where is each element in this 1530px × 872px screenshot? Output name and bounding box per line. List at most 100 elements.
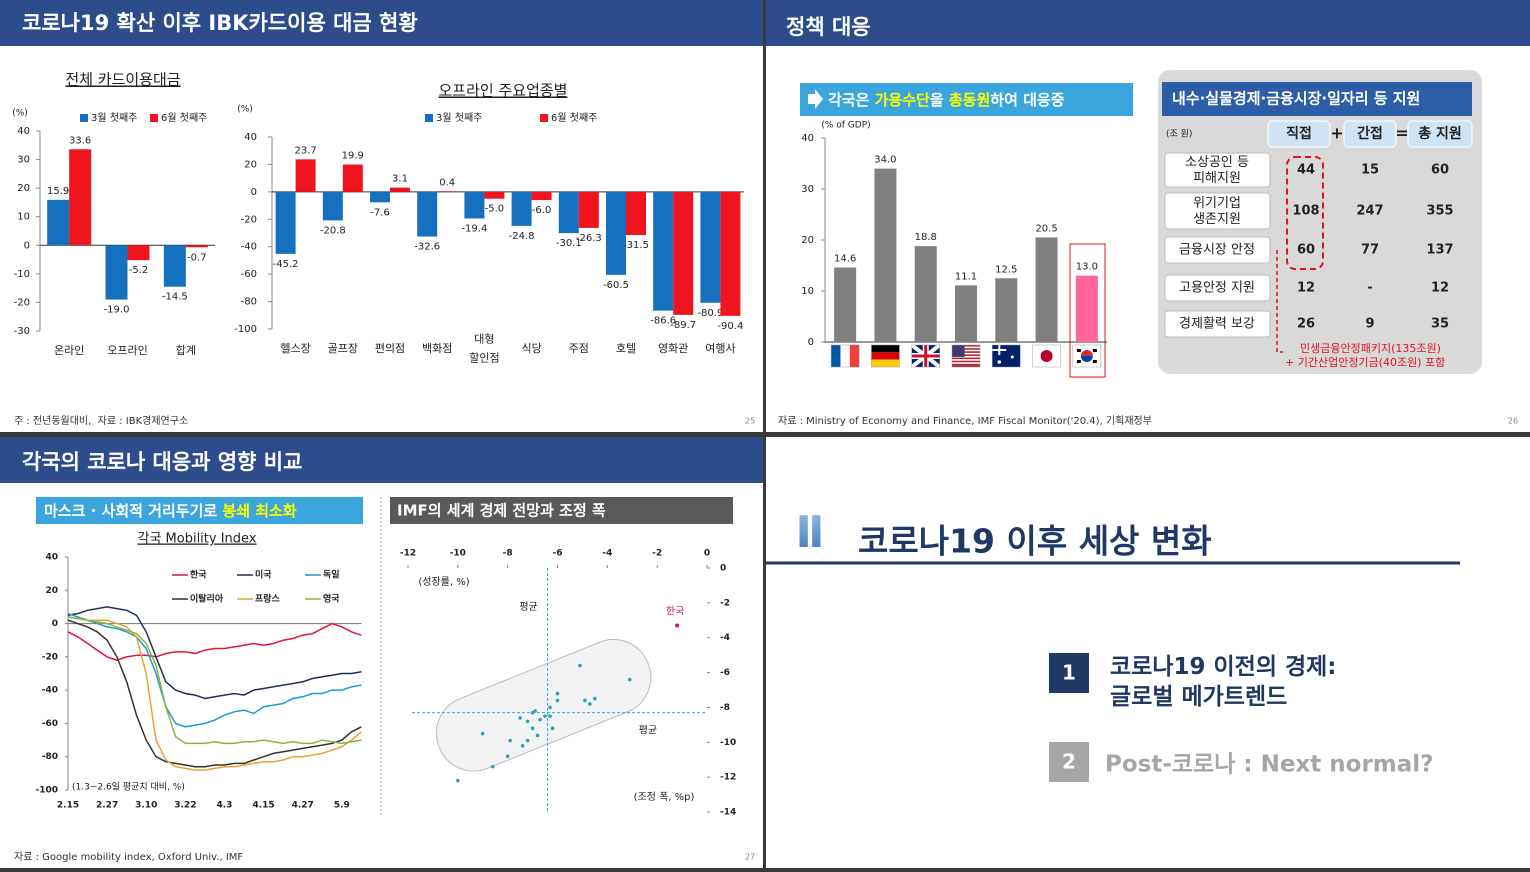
y-tick-label: 0 [808, 337, 814, 348]
y-tick-label: 0 [52, 619, 58, 629]
flag-part [1040, 350, 1053, 362]
value-label: 11.1 [955, 271, 977, 282]
x-tick-label: 합계 [176, 344, 196, 357]
value-label: 15.9 [47, 186, 69, 197]
flag-part [911, 354, 940, 358]
header-bar [0, 0, 763, 46]
x-tick-label: 헬스장 [280, 342, 310, 355]
y-tick-label: 20 [17, 183, 30, 194]
y-tick-label: 40 [17, 126, 30, 137]
banner [36, 497, 363, 524]
bar [390, 187, 410, 192]
x-tick-label: 0 [704, 549, 710, 559]
y-tick-label: -10 [14, 269, 30, 280]
y-tick-label: 30 [801, 184, 814, 195]
y-axis-label: (%) [237, 105, 253, 115]
bar [370, 191, 390, 203]
flag-part [871, 352, 900, 360]
footnote: 자료 : Google mobility index, Oxford Univ.… [14, 851, 243, 863]
bar [511, 191, 532, 226]
legend-swatch [80, 114, 88, 122]
value-label: -31.5 [623, 240, 649, 251]
item-box [1049, 742, 1089, 782]
cell: 12 [1297, 281, 1315, 296]
banner-text: IMF의 세계 경제 전망과 조정 폭 [397, 502, 606, 520]
flag-part [952, 360, 980, 363]
point [520, 743, 525, 748]
page-number: 25 [745, 417, 755, 426]
point [533, 709, 537, 713]
y-tick-label: -20 [241, 214, 257, 225]
point [543, 714, 547, 718]
y-axis-label: (성장률, %) [418, 576, 469, 588]
line [67, 616, 362, 771]
slide-title: 코로나19 확산 이후 IBK카드이용 대금 현황 [22, 11, 418, 35]
chart-title: 오프라인 주요업종별 [439, 82, 568, 100]
row-label-box [1164, 274, 1271, 302]
flag-border [911, 344, 940, 368]
value-label: -7.6 [370, 207, 390, 218]
flag-part [840, 345, 850, 367]
point-label: 한국 [666, 606, 684, 618]
x-tick-label: 2.27 [96, 801, 118, 811]
bar [185, 245, 208, 248]
bar [834, 267, 857, 342]
item-number: 1 [1062, 661, 1076, 685]
x-tick-label: 오프라인 [107, 344, 147, 357]
y-tick-label: -20 [42, 652, 58, 662]
flag-part [952, 354, 980, 356]
bar [673, 191, 694, 315]
line [67, 606, 362, 700]
value-label: -86.6 [650, 316, 676, 327]
point [490, 764, 495, 769]
legend-swatch [425, 114, 433, 122]
bar [322, 191, 343, 221]
cell: 44 [1297, 163, 1315, 178]
column-header: 총 지원 [1418, 126, 1462, 142]
flag-part [1080, 350, 1093, 356]
bar [163, 245, 186, 287]
slide-title: 각국의 코로나 대응과 영향 비교 [22, 450, 302, 474]
value-label: 23.7 [294, 145, 316, 156]
x-tick-label: 호텔 [616, 342, 636, 355]
value-label: 12.5 [995, 264, 1017, 275]
y-tick-label: 0 [24, 240, 30, 251]
flag-part [849, 345, 860, 367]
point [548, 714, 552, 718]
flag-border [1032, 344, 1061, 368]
point [548, 705, 552, 710]
table-title: 내수·실물경제·금융시장·일자리 등 지원 [1172, 90, 1420, 108]
value-label: 20.5 [1035, 223, 1057, 234]
banner-part: 마스크 · 사회적 거리두기로 [44, 502, 222, 520]
point [538, 717, 542, 722]
y-tick-label: -20 [14, 297, 30, 308]
header-cell [1343, 120, 1397, 148]
point [627, 677, 632, 682]
y-tick-label: -30 [14, 326, 30, 337]
line [67, 622, 362, 661]
legend-label: 프랑스 [255, 593, 281, 605]
bar [1035, 237, 1058, 342]
flag-border [1072, 344, 1102, 368]
column-header: 직접 [1286, 125, 1312, 142]
page-number: 27 [745, 853, 755, 862]
y-tick-label: 10 [17, 212, 30, 223]
value-label: -26.3 [576, 233, 602, 244]
flag-part [1092, 349, 1097, 352]
y-tick-label: 10 [801, 286, 814, 297]
header-cell [1407, 120, 1473, 148]
y-tick-label: -10 [720, 738, 736, 748]
bar [342, 164, 363, 192]
bar [295, 159, 316, 192]
legend-label: 이탈리아 [190, 593, 224, 605]
point [588, 702, 592, 706]
y-tick-label: -14 [720, 808, 736, 818]
y-tick-label: -80 [42, 752, 58, 762]
value-label: -5.0 [485, 204, 505, 215]
legend-label: 6월 첫째주 [551, 112, 597, 124]
bar [995, 278, 1018, 342]
legend-label: 3월 첫째주 [91, 112, 137, 124]
slide-title: 정책 대응 [786, 15, 871, 39]
legend-swatch [540, 114, 548, 122]
x-tick-label: 편의점 [375, 342, 405, 355]
